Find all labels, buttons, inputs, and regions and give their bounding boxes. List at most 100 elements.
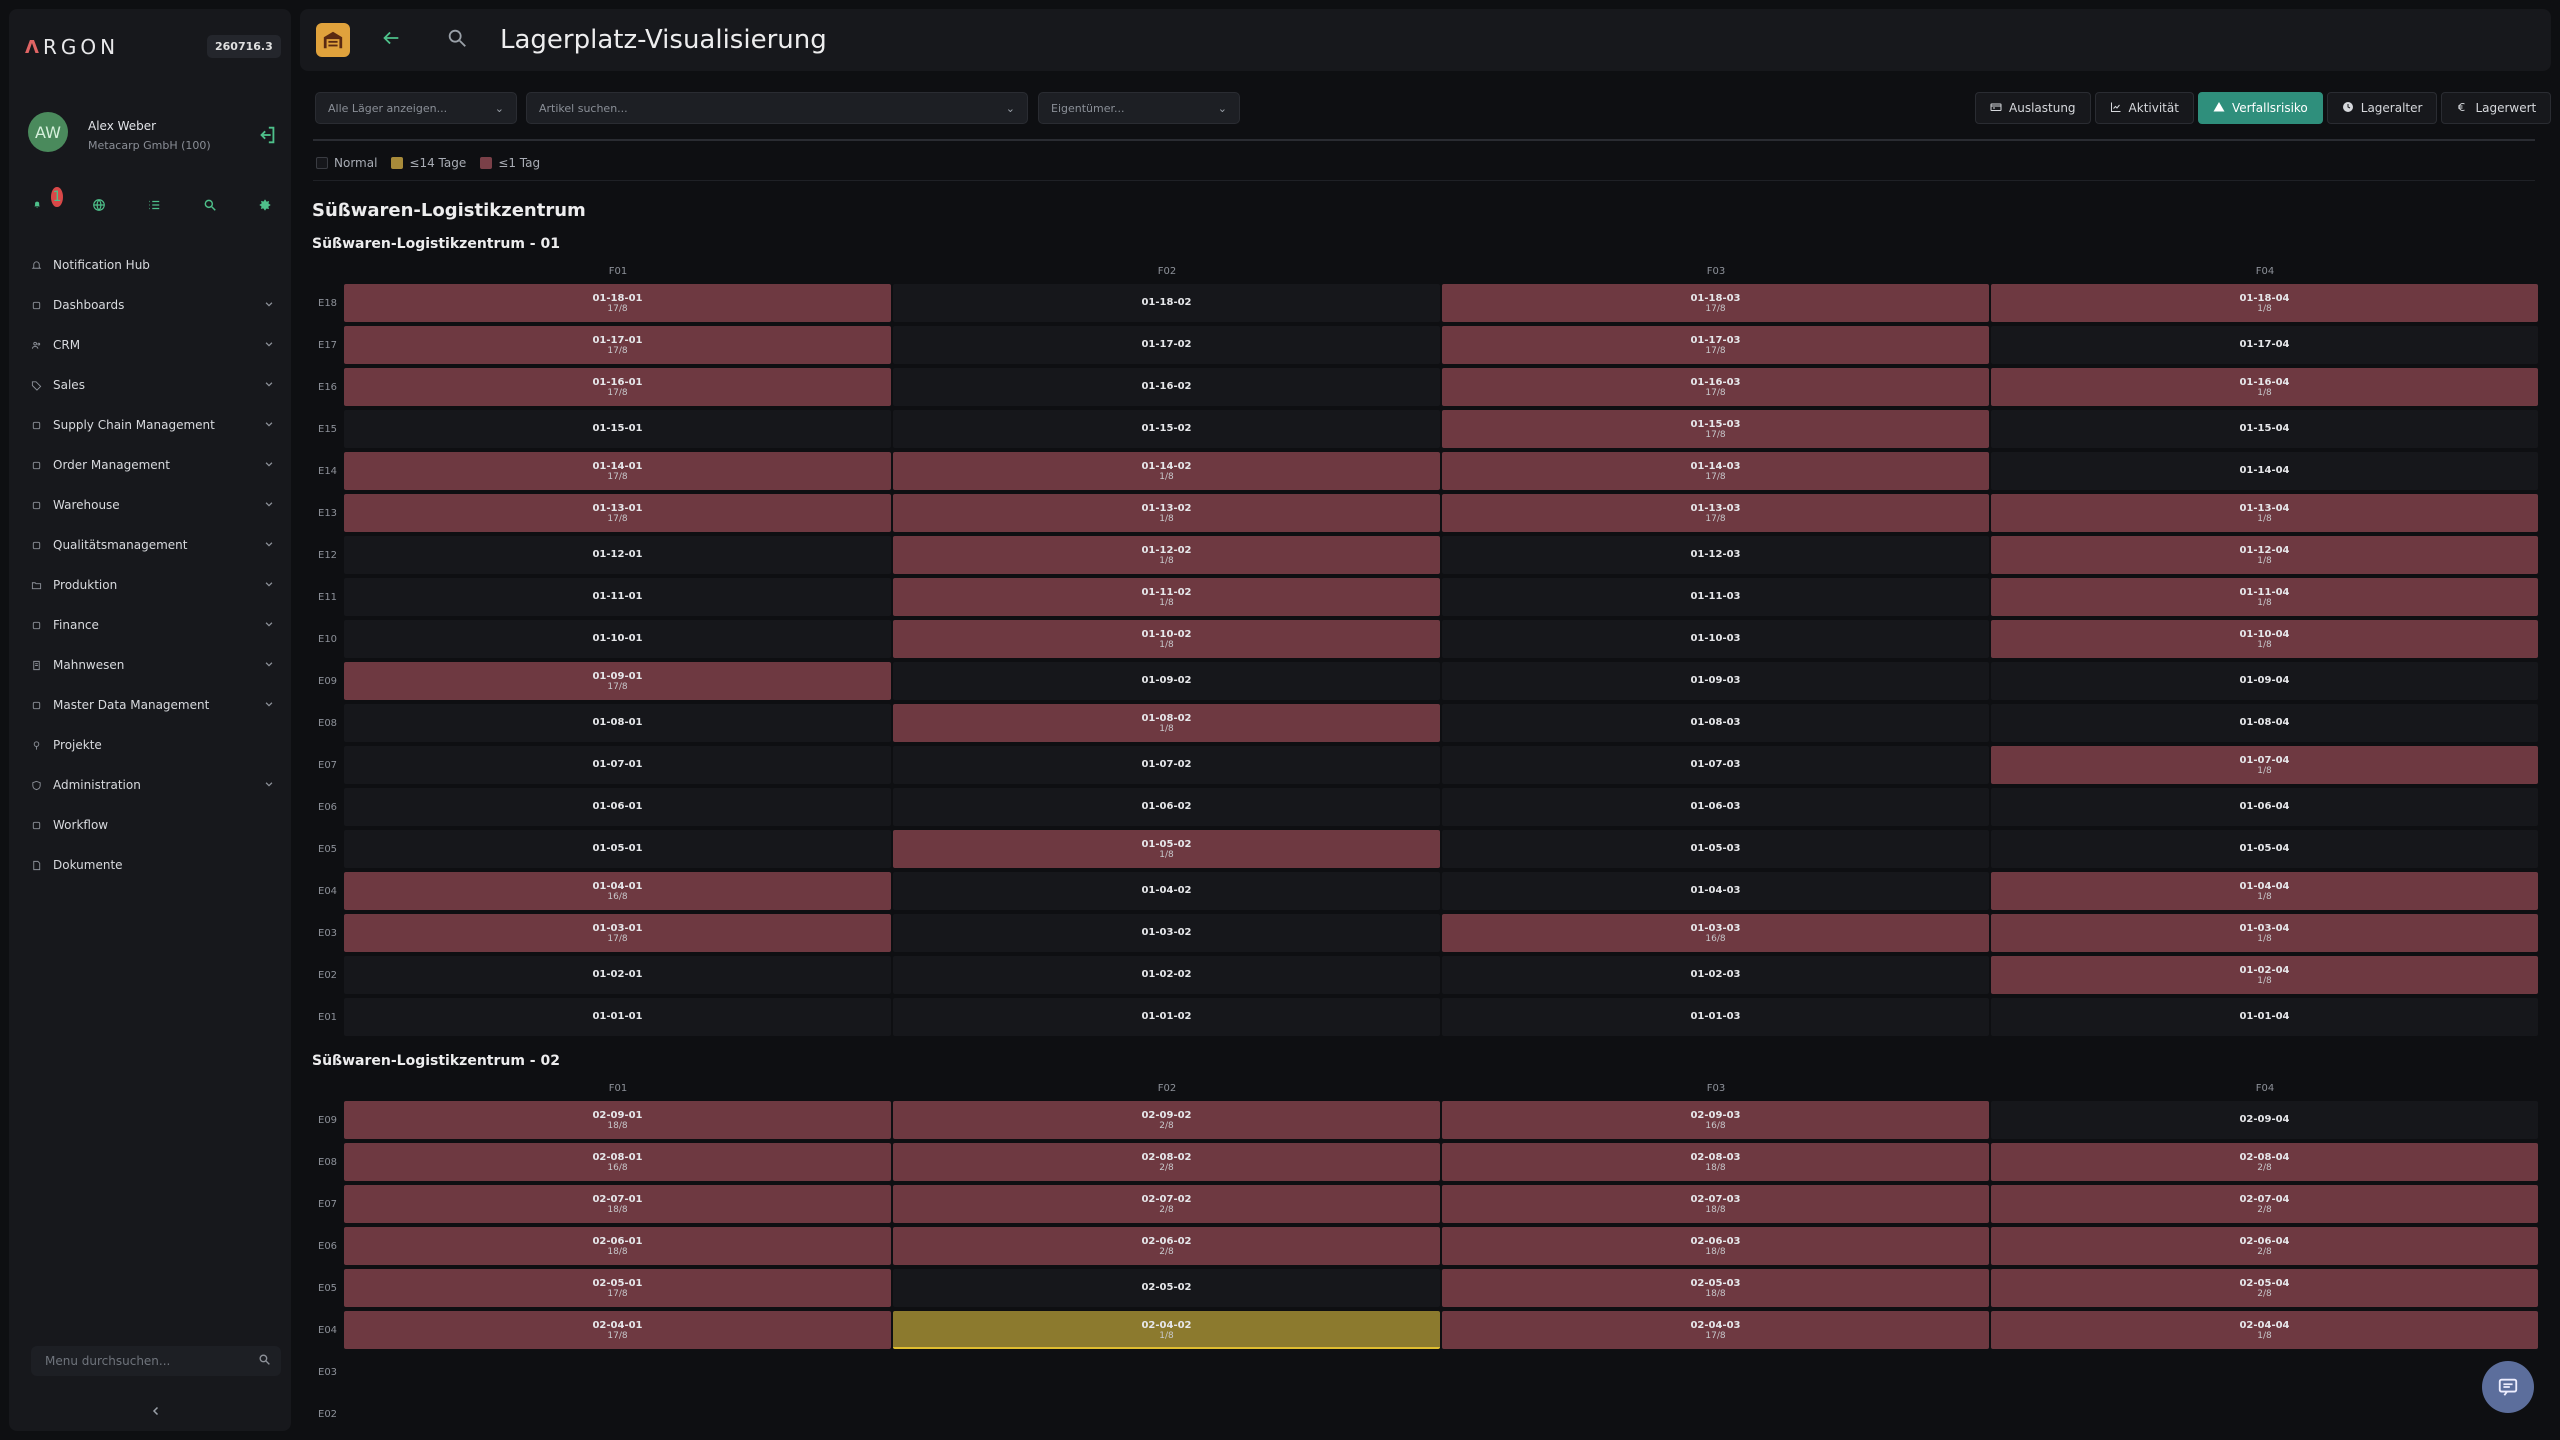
- storage-bin[interactable]: 01-04-04 1/8: [1991, 872, 2538, 910]
- warehouse-select[interactable]: Alle Läger anzeigen... ⌄: [315, 92, 517, 124]
- storage-bin[interactable]: 02-06-02 2/8: [893, 1227, 1440, 1265]
- sidebar-item-order-management[interactable]: Order Management: [29, 445, 284, 485]
- storage-bin[interactable]: 01-15-04: [1991, 410, 2538, 448]
- storage-bin[interactable]: 01-14-01 17/8: [344, 452, 891, 490]
- storage-bin[interactable]: 01-04-03: [1442, 872, 1989, 910]
- storage-bin[interactable]: 01-17-02: [893, 326, 1440, 364]
- storage-bin[interactable]: 02-04-04 1/8: [1991, 1311, 2538, 1349]
- storage-bin[interactable]: 02-09-04: [1991, 1101, 2538, 1139]
- storage-bin[interactable]: 01-06-01: [344, 788, 891, 826]
- storage-bin[interactable]: 01-03-01 17/8: [344, 914, 891, 952]
- storage-bin[interactable]: 01-11-03: [1442, 578, 1989, 616]
- globe-icon[interactable]: [89, 195, 109, 215]
- owner-select[interactable]: Eigentümer... ⌄: [1038, 92, 1240, 124]
- storage-bin[interactable]: 01-16-03 17/8: [1442, 368, 1989, 406]
- sidebar-item-produktion[interactable]: Produktion: [29, 565, 284, 605]
- storage-bin[interactable]: 01-17-04: [1991, 326, 2538, 364]
- storage-bin[interactable]: 01-18-02: [893, 284, 1440, 322]
- sidebar-item-notification-hub[interactable]: Notification Hub: [29, 245, 284, 285]
- storage-bin[interactable]: 01-03-03 16/8: [1442, 914, 1989, 952]
- storage-bin[interactable]: 02-08-01 16/8: [344, 1143, 891, 1181]
- article-search-select[interactable]: Artikel suchen... ⌄: [526, 92, 1028, 124]
- storage-bin[interactable]: 02-04-02 1/8: [893, 1311, 1440, 1349]
- storage-bin[interactable]: 01-05-04: [1991, 830, 2538, 868]
- storage-bin[interactable]: 02-08-03 18/8: [1442, 1143, 1989, 1181]
- sidebar-item-projekte[interactable]: Projekte: [29, 725, 284, 765]
- storage-bin[interactable]: 01-17-03 17/8: [1442, 326, 1989, 364]
- storage-bin[interactable]: 02-07-04 2/8: [1991, 1185, 2538, 1223]
- storage-bin[interactable]: 01-13-01 17/8: [344, 494, 891, 532]
- storage-bin[interactable]: 01-13-03 17/8: [1442, 494, 1989, 532]
- storage-bin[interactable]: 01-05-03: [1442, 830, 1989, 868]
- storage-bin[interactable]: 01-05-02 1/8: [893, 830, 1440, 868]
- storage-bin[interactable]: 01-03-04 1/8: [1991, 914, 2538, 952]
- storage-bin[interactable]: 02-06-01 18/8: [344, 1227, 891, 1265]
- storage-bin[interactable]: 01-13-02 1/8: [893, 494, 1440, 532]
- storage-bin[interactable]: 01-07-02: [893, 746, 1440, 784]
- storage-bin[interactable]: 01-08-03: [1442, 704, 1989, 742]
- storage-bin[interactable]: 01-11-01: [344, 578, 891, 616]
- storage-bin[interactable]: 01-02-02: [893, 956, 1440, 994]
- storage-bin[interactable]: 01-09-02: [893, 662, 1440, 700]
- storage-bin[interactable]: 01-12-03: [1442, 536, 1989, 574]
- storage-bin[interactable]: 02-08-02 2/8: [893, 1143, 1440, 1181]
- storage-bin[interactable]: 01-14-03 17/8: [1442, 452, 1989, 490]
- logout-icon[interactable]: [256, 124, 278, 146]
- storage-bin[interactable]: 01-07-03: [1442, 746, 1989, 784]
- storage-bin[interactable]: 02-05-01 17/8: [344, 1269, 891, 1307]
- sidebar-item-workflow[interactable]: Workflow: [29, 805, 284, 845]
- storage-bin[interactable]: 02-05-02: [893, 1269, 1440, 1307]
- storage-bin[interactable]: 01-13-04 1/8: [1991, 494, 2538, 532]
- storage-bin[interactable]: 02-06-04 2/8: [1991, 1227, 2538, 1265]
- storage-bin[interactable]: 02-07-03 18/8: [1442, 1185, 1989, 1223]
- storage-bin[interactable]: 02-09-03 16/8: [1442, 1101, 1989, 1139]
- storage-bin[interactable]: 01-08-01: [344, 704, 891, 742]
- storage-bin[interactable]: 01-05-01: [344, 830, 891, 868]
- storage-bin[interactable]: 02-07-02 2/8: [893, 1185, 1440, 1223]
- storage-bin[interactable]: 01-08-04: [1991, 704, 2538, 742]
- storage-bin[interactable]: 01-09-03: [1442, 662, 1989, 700]
- storage-bin[interactable]: 01-16-01 17/8: [344, 368, 891, 406]
- sidebar-item-master-data-management[interactable]: Master Data Management: [29, 685, 284, 725]
- storage-bin[interactable]: 01-15-02: [893, 410, 1440, 448]
- storage-bin[interactable]: 01-01-03: [1442, 998, 1989, 1036]
- storage-bin[interactable]: 02-09-01 18/8: [344, 1101, 891, 1139]
- storage-bin[interactable]: 01-04-01 16/8: [344, 872, 891, 910]
- storage-bin[interactable]: 02-04-03 17/8: [1442, 1311, 1989, 1349]
- storage-bin[interactable]: 01-15-01: [344, 410, 891, 448]
- storage-bin[interactable]: 02-05-03 18/8: [1442, 1269, 1989, 1307]
- storage-bin[interactable]: 01-18-01 17/8: [344, 284, 891, 322]
- sidebar-item-sales[interactable]: Sales: [29, 365, 284, 405]
- storage-bin[interactable]: 02-05-04 2/8: [1991, 1269, 2538, 1307]
- storage-bin[interactable]: 01-09-04: [1991, 662, 2538, 700]
- storage-bin[interactable]: 01-08-02 1/8: [893, 704, 1440, 742]
- gear-icon[interactable]: [255, 195, 275, 215]
- storage-bin[interactable]: 01-18-04 1/8: [1991, 284, 2538, 322]
- storage-bin[interactable]: 01-03-02: [893, 914, 1440, 952]
- back-arrow-icon[interactable]: [380, 27, 402, 55]
- storage-bin[interactable]: 01-06-03: [1442, 788, 1989, 826]
- storage-bin[interactable]: 01-10-04 1/8: [1991, 620, 2538, 658]
- storage-bin[interactable]: 02-08-04 2/8: [1991, 1143, 2538, 1181]
- list-icon[interactable]: [144, 195, 164, 215]
- storage-bin[interactable]: 01-17-01 17/8: [344, 326, 891, 364]
- storage-bin[interactable]: 01-11-04 1/8: [1991, 578, 2538, 616]
- sidebar-item-dashboards[interactable]: Dashboards: [29, 285, 284, 325]
- storage-bin[interactable]: 01-01-02: [893, 998, 1440, 1036]
- storage-bin[interactable]: 01-15-03 17/8: [1442, 410, 1989, 448]
- storage-bin[interactable]: 01-01-04: [1991, 998, 2538, 1036]
- storage-bin[interactable]: 02-06-03 18/8: [1442, 1227, 1989, 1265]
- storage-bin[interactable]: 01-04-02: [893, 872, 1440, 910]
- storage-bin[interactable]: 01-06-02: [893, 788, 1440, 826]
- storage-bin[interactable]: 01-12-04 1/8: [1991, 536, 2538, 574]
- menu-search-input[interactable]: [31, 1346, 281, 1376]
- storage-bin[interactable]: 01-01-01: [344, 998, 891, 1036]
- sidebar-item-warehouse[interactable]: Warehouse: [29, 485, 284, 525]
- storage-bin[interactable]: 01-12-01: [344, 536, 891, 574]
- storage-bin[interactable]: 02-04-01 17/8: [344, 1311, 891, 1349]
- storage-bin[interactable]: 01-02-04 1/8: [1991, 956, 2538, 994]
- storage-bin[interactable]: 01-09-01 17/8: [344, 662, 891, 700]
- storage-bin[interactable]: 01-07-01: [344, 746, 891, 784]
- tab-verfallsrisiko[interactable]: Verfallsrisiko: [2197, 92, 2323, 124]
- tab-lagerwert[interactable]: Lagerwert: [2441, 92, 2552, 124]
